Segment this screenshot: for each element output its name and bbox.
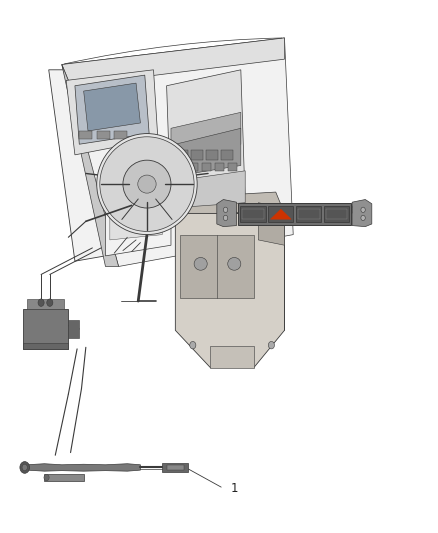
Polygon shape: [114, 131, 127, 139]
Polygon shape: [210, 346, 254, 368]
Polygon shape: [62, 64, 119, 266]
Polygon shape: [22, 309, 68, 349]
Polygon shape: [221, 150, 233, 160]
Polygon shape: [217, 199, 237, 227]
Circle shape: [361, 215, 365, 221]
Polygon shape: [175, 163, 185, 171]
Polygon shape: [166, 465, 184, 470]
Polygon shape: [97, 131, 110, 139]
FancyBboxPatch shape: [296, 206, 321, 222]
Polygon shape: [206, 150, 218, 160]
Circle shape: [223, 215, 228, 221]
Ellipse shape: [138, 175, 156, 193]
Polygon shape: [62, 38, 293, 266]
Circle shape: [223, 207, 228, 213]
Ellipse shape: [228, 257, 241, 270]
Circle shape: [268, 342, 275, 349]
Ellipse shape: [100, 137, 194, 231]
Polygon shape: [180, 235, 254, 298]
Polygon shape: [27, 464, 141, 471]
Ellipse shape: [97, 134, 197, 235]
Polygon shape: [66, 70, 158, 155]
Polygon shape: [188, 163, 198, 171]
Text: 2: 2: [47, 316, 55, 329]
Circle shape: [47, 299, 53, 306]
Polygon shape: [166, 70, 245, 213]
Polygon shape: [175, 192, 285, 213]
Polygon shape: [215, 163, 224, 171]
FancyBboxPatch shape: [324, 206, 349, 222]
Polygon shape: [270, 209, 291, 219]
Circle shape: [20, 462, 29, 473]
Polygon shape: [75, 75, 149, 144]
Polygon shape: [44, 474, 84, 481]
Polygon shape: [171, 171, 245, 208]
Polygon shape: [171, 112, 241, 155]
FancyBboxPatch shape: [238, 203, 351, 225]
Polygon shape: [175, 150, 187, 160]
Circle shape: [190, 342, 196, 349]
Circle shape: [22, 464, 27, 471]
Ellipse shape: [123, 160, 171, 208]
Polygon shape: [62, 38, 285, 86]
Polygon shape: [201, 163, 211, 171]
Text: 1: 1: [230, 482, 238, 495]
Text: 3: 3: [346, 204, 353, 217]
Polygon shape: [84, 83, 141, 131]
Polygon shape: [228, 163, 237, 171]
Circle shape: [44, 474, 49, 481]
Polygon shape: [352, 199, 372, 227]
FancyBboxPatch shape: [268, 206, 293, 222]
Polygon shape: [49, 70, 106, 261]
Polygon shape: [27, 300, 64, 309]
Polygon shape: [175, 128, 241, 176]
Circle shape: [38, 299, 44, 306]
Circle shape: [361, 207, 365, 213]
Polygon shape: [68, 320, 79, 338]
Polygon shape: [110, 192, 162, 240]
FancyBboxPatch shape: [240, 206, 265, 222]
Polygon shape: [22, 343, 68, 349]
Polygon shape: [258, 203, 285, 245]
Polygon shape: [79, 131, 92, 139]
Polygon shape: [162, 463, 188, 472]
Polygon shape: [191, 150, 203, 160]
Ellipse shape: [194, 257, 207, 270]
Polygon shape: [175, 213, 285, 368]
Polygon shape: [106, 187, 171, 256]
